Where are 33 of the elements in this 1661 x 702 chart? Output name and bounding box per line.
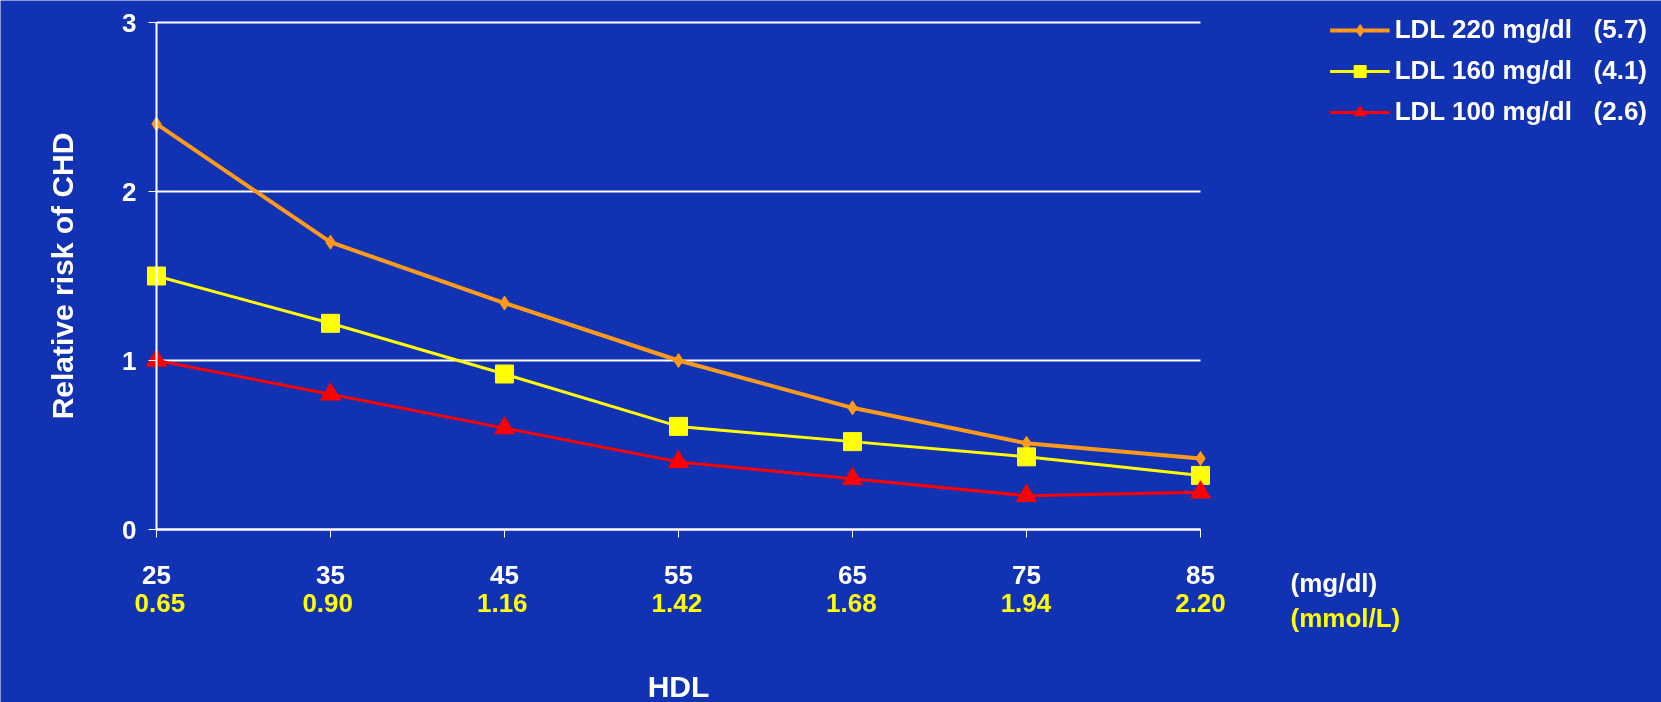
x2-tick-label: 2.20: [1175, 587, 1226, 618]
x-tick-label: 55: [664, 559, 693, 590]
point: [673, 353, 684, 368]
x2-tick-label: 0.65: [134, 587, 186, 618]
x-tick-label: 35: [316, 559, 345, 590]
x-tick-label: 65: [838, 559, 867, 590]
text: (mmol/L): [1290, 602, 1401, 633]
x-tick-label: 85: [1186, 559, 1215, 590]
point: [1017, 447, 1036, 467]
y-axis-title: Relative risk of CHD: [46, 132, 80, 420]
x2-tick-label: 1.16: [476, 587, 528, 618]
point: [1191, 465, 1210, 485]
y-tick-label: 0: [122, 514, 137, 545]
x2-tick-label: 0.90: [302, 587, 354, 618]
legend-label: LDL 100 mg/dl (2.6): [1394, 96, 1647, 127]
x-tick-label: 25: [142, 559, 171, 590]
x-tick-label: 45: [490, 559, 519, 590]
y-tick-label: 1: [122, 345, 137, 376]
point: [843, 432, 862, 452]
x2-tick-label: 1.94: [1000, 587, 1052, 618]
x-tick-label: 75: [1012, 559, 1041, 590]
x-axis-title: HDL: [647, 669, 710, 702]
y-tick-label: 2: [122, 176, 137, 207]
x2-tick-label: 1.68: [826, 587, 877, 618]
legend-label: LDL 220 mg/dl (5.7): [1394, 14, 1647, 45]
x2-tick-label: 1.42: [651, 587, 703, 618]
point: [495, 364, 514, 384]
text: (mg/dl): [1290, 567, 1378, 598]
point: [321, 313, 340, 333]
point: [669, 416, 688, 436]
point: [147, 266, 166, 286]
legend-label: LDL 160 mg/dl (4.1): [1394, 55, 1647, 86]
y-tick-label: 3: [122, 7, 137, 38]
